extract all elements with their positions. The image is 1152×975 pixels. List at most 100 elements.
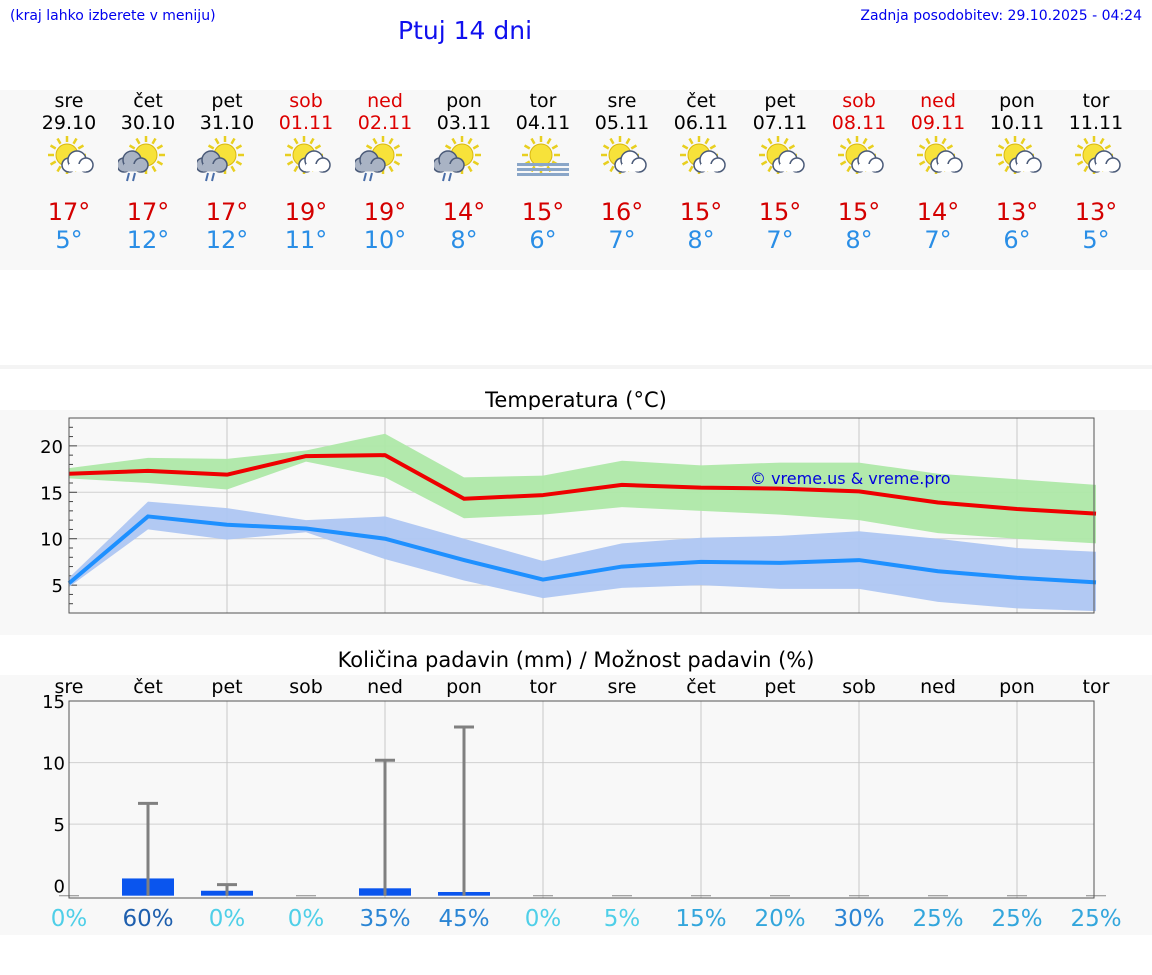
sun-ray (365, 144, 373, 150)
sun-ray (472, 144, 480, 150)
sun-ray (767, 165, 773, 173)
min-temperature: 6° (529, 226, 557, 254)
rain-drop (442, 172, 446, 182)
cloud (1009, 150, 1042, 173)
precipitation-chance-label: 20% (754, 906, 805, 932)
sun-ray (846, 165, 852, 173)
x-tick-label: tor (1083, 676, 1110, 698)
cloud (851, 150, 884, 173)
x-tick-label: čet (133, 676, 163, 698)
rain-drop (126, 172, 130, 182)
max-temperature: 17° (47, 198, 91, 226)
sun-ray (472, 160, 480, 166)
sun-ray (918, 144, 926, 150)
min-temperature: 5° (55, 226, 83, 254)
x-tick-label: sob (842, 676, 876, 698)
sun-ray (551, 144, 559, 150)
sun-cloud-icon (671, 135, 731, 185)
temperature-chart-title: Temperatura (°C) (485, 388, 667, 412)
sun-ray (214, 137, 220, 145)
cloud (1088, 150, 1121, 173)
fog-line (517, 168, 569, 171)
day-date: 29.10 (41, 112, 97, 134)
sun-ray (946, 144, 954, 150)
day-name: čet (686, 90, 716, 112)
watermark: © vreme.us & vreme.pro (750, 469, 951, 488)
sun-ray (839, 160, 847, 166)
divider (0, 365, 1152, 369)
cloud-body (361, 164, 378, 172)
sun-ray (523, 144, 531, 150)
cloud-body (203, 164, 220, 172)
rain-drop (363, 172, 367, 182)
sun-ray (156, 144, 164, 150)
precipitation-chance-label: 45% (438, 906, 489, 932)
max-temperature: 15° (837, 198, 881, 226)
min-temperature: 8° (845, 226, 873, 254)
day-name: tor (1082, 90, 1110, 112)
temperature-chart-panel: 5 10 15 20 © vreme.us & vreme.pro (0, 410, 1152, 635)
sun-cloud-icon (39, 135, 99, 185)
day-date: 05.11 (594, 112, 650, 134)
x-tick-label: pet (764, 676, 795, 698)
day-name: sob (289, 90, 323, 112)
day-name: sre (607, 90, 637, 112)
cloud-body (938, 164, 955, 172)
sun-cloud-icon (1066, 135, 1126, 185)
sun-disc (529, 143, 553, 167)
sun-ray (286, 144, 294, 150)
precipitation-chance-label: 5% (604, 906, 641, 932)
max-temperature: 14° (442, 198, 486, 226)
sun-ray (49, 144, 57, 150)
sun-ray (451, 137, 457, 145)
y-tick-label: 15 (42, 692, 65, 713)
sun-ray (783, 137, 789, 145)
min-temperature: 7° (766, 226, 794, 254)
min-temperature: 8° (687, 226, 715, 254)
sun-cloud-rain-icon (116, 135, 178, 185)
sun-cloud-icon (987, 135, 1047, 185)
precipitation-chance-label: 25% (1070, 906, 1121, 932)
sun-cloud-icon (908, 135, 968, 185)
sun-ray (293, 165, 299, 173)
sun-cloud-icon (592, 135, 652, 185)
sun-ray (230, 137, 236, 145)
max-temperature: 15° (521, 198, 565, 226)
sun-ray (286, 160, 294, 166)
rain-drop (369, 172, 373, 182)
rain-drop (211, 172, 215, 182)
cloud-body (1096, 164, 1113, 172)
sun-ray (609, 165, 615, 173)
min-temperature: 5° (1082, 226, 1110, 254)
precipitation-chance-label: 25% (991, 906, 1042, 932)
sun-ray (997, 160, 1005, 166)
sun-ray (207, 144, 215, 150)
day-date: 04.11 (515, 112, 571, 134)
sun-ray (602, 144, 610, 150)
day-name: tor (529, 90, 557, 112)
location-hint[interactable]: (kraj lahko izberete v meniju) (10, 8, 216, 24)
sun-ray (602, 160, 610, 166)
sun-ray (309, 137, 315, 145)
day-date: 31.10 (199, 112, 255, 134)
max-temperature: 13° (995, 198, 1039, 226)
x-tick-label: sob (289, 676, 323, 698)
max-temperature-line (68, 453, 1097, 516)
sun-ray (230, 165, 236, 173)
max-temperature: 16° (600, 198, 644, 226)
y-tick-label: 5 (54, 815, 65, 836)
fog-line (517, 173, 569, 176)
day-date: 10.11 (989, 112, 1045, 134)
sun-cloud-icon (750, 135, 810, 185)
cloud (298, 150, 331, 173)
sun-ray (704, 137, 710, 145)
day-name: sre (54, 90, 84, 112)
precipitation-chart-title: Količina padavin (mm) / Možnost padavin … (337, 648, 815, 672)
precipitation-chance-label: 15% (675, 906, 726, 932)
plot-area (69, 701, 1094, 898)
sun-ray (846, 137, 852, 145)
day-name: čet (133, 90, 163, 112)
precipitation-chance-label: 0% (209, 906, 246, 932)
sun-ray (1076, 160, 1084, 166)
x-tick-label: sre (55, 676, 84, 698)
